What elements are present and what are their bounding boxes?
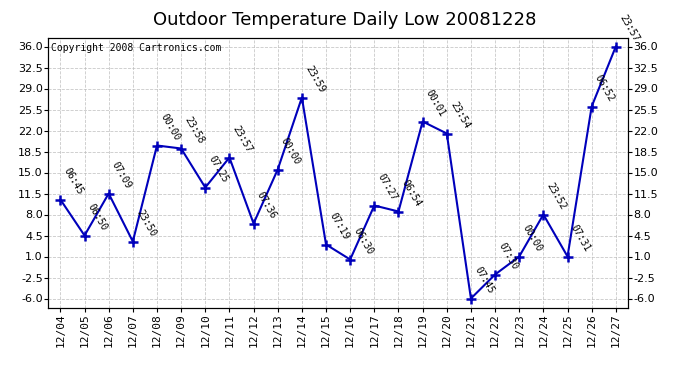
Text: 00:00: 00:00 — [521, 223, 544, 254]
Text: 00:00: 00:00 — [159, 112, 181, 143]
Text: 23:54: 23:54 — [448, 100, 471, 131]
Text: Outdoor Temperature Daily Low 20081228: Outdoor Temperature Daily Low 20081228 — [153, 11, 537, 29]
Text: 06:30: 06:30 — [352, 226, 375, 257]
Text: 23:52: 23:52 — [545, 181, 568, 212]
Text: 00:00: 00:00 — [279, 136, 302, 167]
Text: 07:19: 07:19 — [328, 211, 351, 242]
Text: 06:52: 06:52 — [593, 73, 616, 104]
Text: 23:57: 23:57 — [231, 124, 254, 155]
Text: 07:25: 07:25 — [207, 154, 230, 185]
Text: 07:30: 07:30 — [497, 241, 520, 272]
Text: 23:57: 23:57 — [618, 13, 640, 44]
Text: 07:31: 07:31 — [569, 223, 592, 254]
Text: 23:59: 23:59 — [304, 64, 326, 95]
Text: Copyright 2008 Cartronics.com: Copyright 2008 Cartronics.com — [51, 43, 221, 53]
Text: 06:50: 06:50 — [86, 202, 109, 233]
Text: 23:58: 23:58 — [183, 115, 206, 146]
Text: 06:54: 06:54 — [400, 178, 423, 209]
Text: 07:45: 07:45 — [473, 265, 495, 296]
Text: 07:36: 07:36 — [255, 190, 278, 221]
Text: 23:50: 23:50 — [135, 208, 157, 239]
Text: 07:27: 07:27 — [376, 172, 399, 203]
Text: 07:09: 07:09 — [110, 160, 133, 191]
Text: 06:45: 06:45 — [62, 166, 85, 197]
Text: 00:01: 00:01 — [424, 88, 447, 119]
